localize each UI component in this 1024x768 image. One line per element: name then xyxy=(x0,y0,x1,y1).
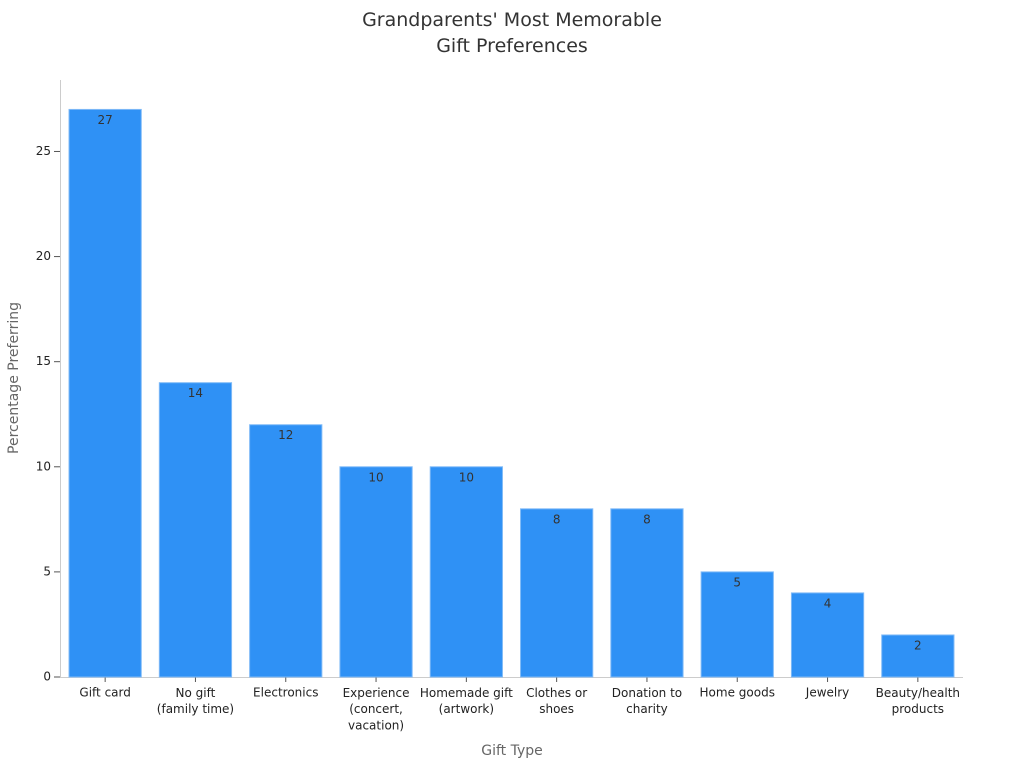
y-tick-label: 15 xyxy=(36,354,51,368)
bar xyxy=(429,466,503,678)
y-tick-label: 25 xyxy=(36,144,51,158)
value-label: 2 xyxy=(914,638,922,652)
bar xyxy=(158,382,233,678)
y-axis-title: Percentage Preferring xyxy=(6,302,22,454)
x-tick-label: Jewelry xyxy=(805,686,850,700)
bar xyxy=(68,108,142,678)
x-tick-label: Gift card xyxy=(79,686,130,700)
x-axis-title: Gift Type xyxy=(481,743,543,759)
value-label: 10 xyxy=(459,470,474,484)
bar xyxy=(520,508,594,678)
value-label: 14 xyxy=(188,386,203,400)
bar xyxy=(339,466,413,678)
x-tick-label: Home goods xyxy=(700,686,775,700)
y-tick-label: 10 xyxy=(36,459,51,473)
x-tick-label: Clothes or shoes xyxy=(526,686,587,716)
value-label: 4 xyxy=(824,596,832,610)
x-tick-label: Donation to charity xyxy=(612,686,682,716)
y-tick-label: 0 xyxy=(43,670,51,684)
value-label: 10 xyxy=(368,470,383,484)
value-label: 12 xyxy=(278,428,293,442)
bar xyxy=(249,424,323,678)
value-label: 5 xyxy=(733,575,741,589)
value-label: 27 xyxy=(98,113,113,127)
x-tick-label: Beauty/health products xyxy=(876,686,960,716)
y-tick-label: 5 xyxy=(43,564,51,578)
value-label: 8 xyxy=(553,512,561,526)
bar xyxy=(881,634,955,678)
x-tick-label: Electronics xyxy=(253,686,318,700)
x-tick-label: No gift (family time) xyxy=(157,686,234,716)
bar xyxy=(790,592,865,678)
x-tick-label: Experience (concert, vacation) xyxy=(343,686,410,732)
bar xyxy=(610,508,684,678)
chart-title: Grandparents' Most Memorable Gift Prefere… xyxy=(362,9,662,57)
y-tick-label: 20 xyxy=(36,249,51,263)
x-tick-label: Homemade gift (artwork) xyxy=(420,686,513,716)
bar xyxy=(700,571,774,678)
value-label: 8 xyxy=(643,512,651,526)
